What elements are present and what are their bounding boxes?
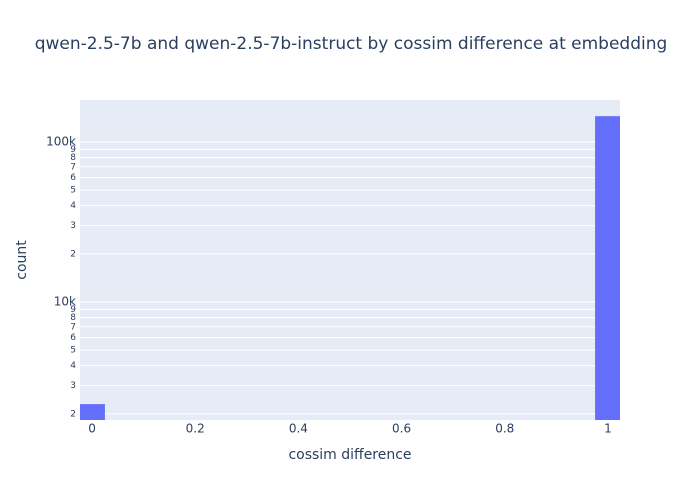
x-tick-label: 0.8 [495,422,514,436]
y-tick-label: 9 [70,305,76,315]
y-tick-label: 7 [70,162,76,172]
y-tick-label: 8 [70,153,76,163]
x-axis-title: cossim difference [288,447,411,463]
x-tick-label: 0 [88,422,96,436]
y-axis-title: count [14,240,30,280]
y-tick-label: 8 [70,313,76,323]
y-tick-label: 10k [54,294,76,308]
y-tick-label: 9 [70,145,76,155]
chart-title: qwen-2.5-7b and qwen-2.5-7b-instruct by … [35,34,668,54]
y-tick-label: 2 [70,409,76,419]
y-tick-label: 3 [70,381,76,391]
y-tick-label: 6 [70,333,76,343]
x-tick-label: 0.2 [186,422,205,436]
plot-area [80,100,620,420]
bar [80,404,105,420]
y-tick-label: 4 [70,201,76,211]
y-tick-label: 5 [70,186,76,196]
x-tick-label: 1 [604,422,612,436]
y-tick-label: 2 [70,249,76,259]
y-tick-label: 100k [46,134,76,148]
y-tick-label: 5 [70,346,76,356]
x-tick-label: 0.6 [392,422,411,436]
y-tick-label: 6 [70,173,76,183]
y-tick-label: 7 [70,322,76,332]
y-tick-label: 3 [70,221,76,231]
x-tick-label: 0.4 [289,422,308,436]
bar [595,116,620,421]
y-tick-label: 4 [70,361,76,371]
